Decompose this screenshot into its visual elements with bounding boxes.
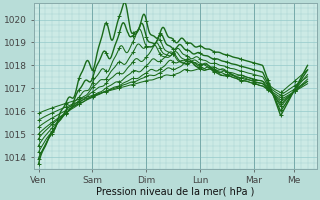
X-axis label: Pression niveau de la mer( hPa ): Pression niveau de la mer( hPa ) [96,187,254,197]
